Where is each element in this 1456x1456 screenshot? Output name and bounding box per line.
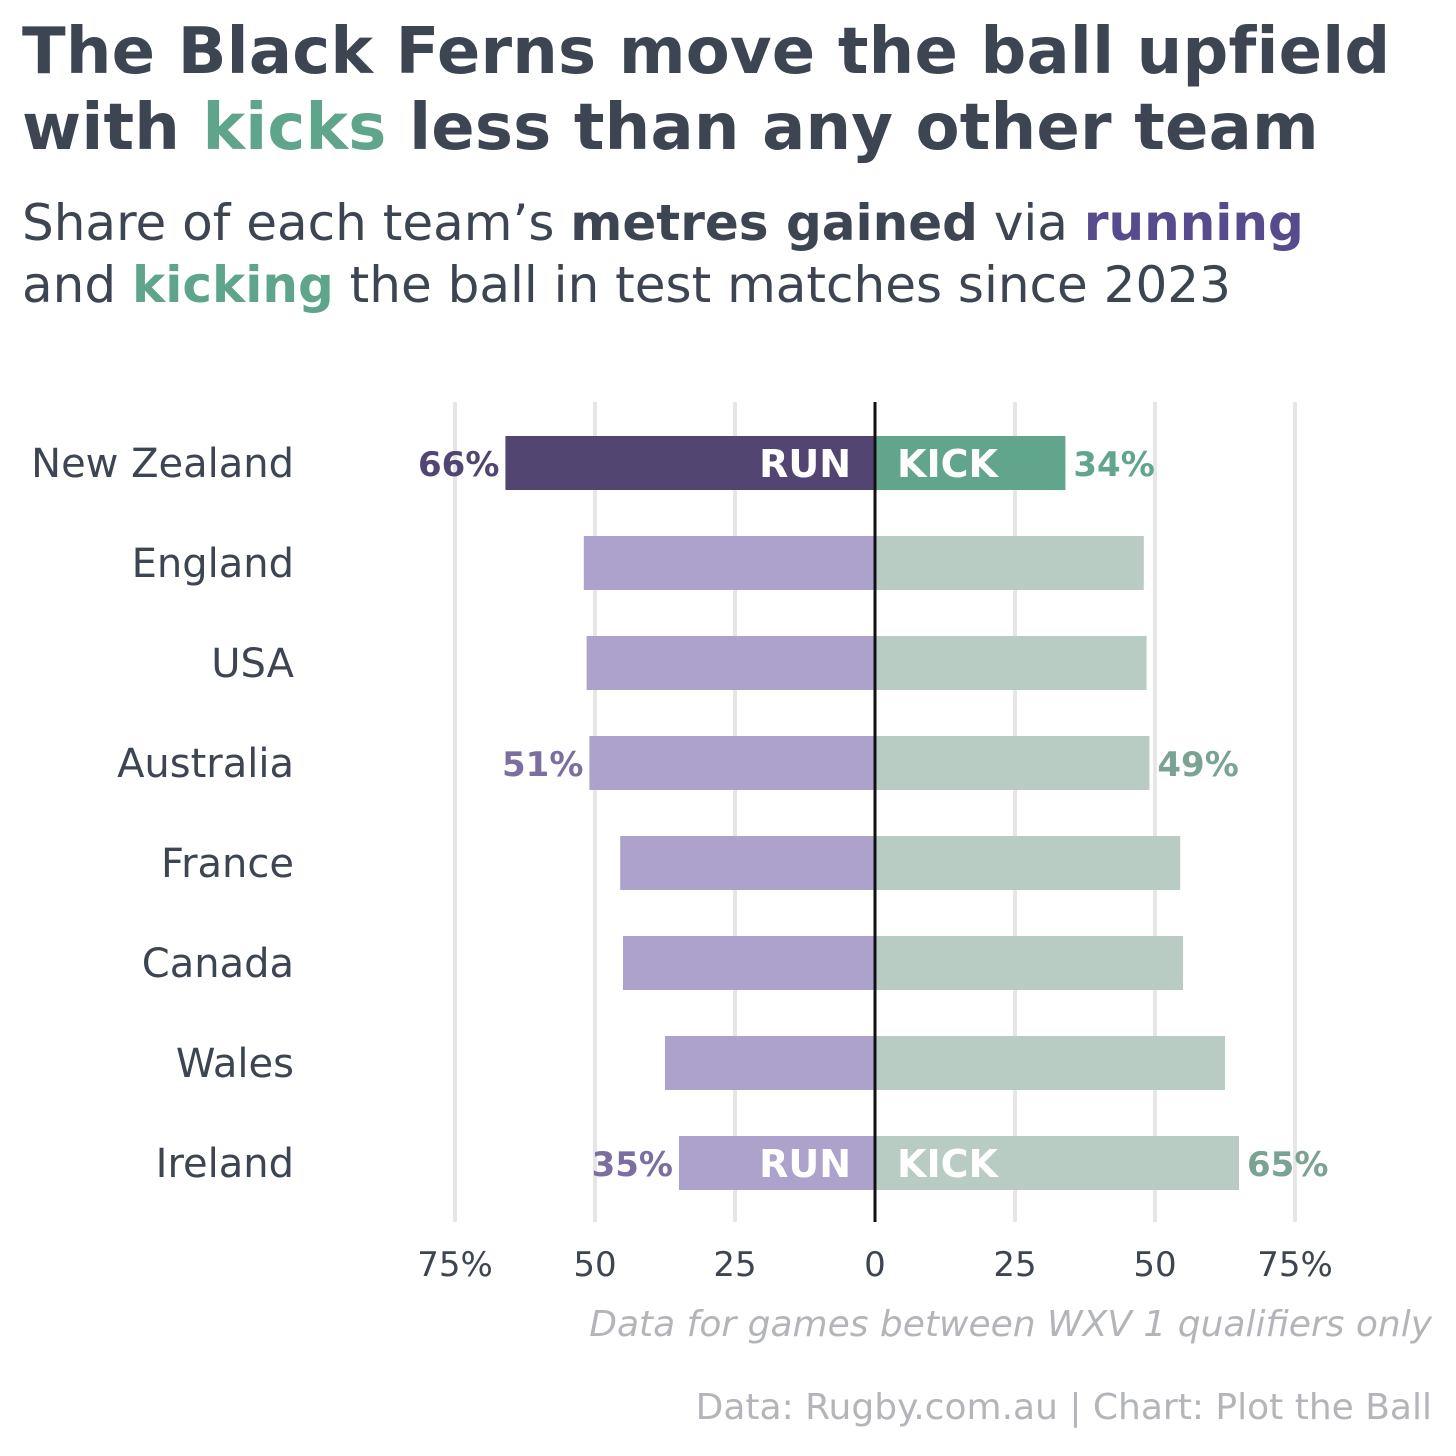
title-line-2-start: with xyxy=(22,91,203,165)
run-bar xyxy=(665,1036,875,1090)
run-inline-label: RUN xyxy=(759,1142,851,1186)
category-label: England xyxy=(132,541,294,587)
kick-inline-label: KICK xyxy=(897,1142,999,1186)
run-value-label: 35% xyxy=(592,1145,673,1185)
run-bar xyxy=(586,636,875,690)
subtitle-kicking-highlight: kicking xyxy=(131,256,334,314)
kick-value-label: 49% xyxy=(1157,745,1238,785)
run-bar xyxy=(583,536,875,590)
subtitle-part-5: and xyxy=(22,256,132,314)
x-tick-label: 75% xyxy=(1257,1245,1333,1285)
title-line-1: The Black Ferns move the ball upfield xyxy=(22,15,1391,89)
subtitle-part-3: via xyxy=(977,194,1084,252)
kick-bar xyxy=(875,936,1183,990)
x-tick-label: 50 xyxy=(573,1245,616,1285)
run-bar xyxy=(505,436,875,490)
kick-bar xyxy=(875,736,1150,790)
run-value-label: 66% xyxy=(418,445,499,485)
kick-bar xyxy=(875,836,1181,890)
category-label: France xyxy=(161,841,294,887)
run-inline-label: RUN xyxy=(759,442,851,486)
x-tick-label: 75% xyxy=(417,1245,493,1285)
kick-bar xyxy=(875,636,1147,690)
subtitle-part-7: the ball in test matches since 2023 xyxy=(333,256,1231,314)
subtitle-running-highlight: running xyxy=(1083,194,1304,252)
chart-subtitle: Share of each team’s metres gained via r… xyxy=(22,192,1442,316)
run-bar xyxy=(620,836,875,890)
kick-value-label: 34% xyxy=(1073,445,1154,485)
title-kicks-highlight: kicks xyxy=(202,91,387,165)
run-bar xyxy=(589,736,875,790)
kick-value-label: 65% xyxy=(1247,1145,1328,1185)
title-line-2-end: less than any other team xyxy=(386,91,1319,165)
kick-inline-label: KICK xyxy=(897,442,999,486)
x-tick-label: 50 xyxy=(1133,1245,1176,1285)
kick-bar xyxy=(875,436,1066,490)
x-tick-label: 0 xyxy=(864,1245,886,1285)
category-label: Australia xyxy=(117,741,294,787)
x-tick-label: 25 xyxy=(993,1245,1036,1285)
category-label: USA xyxy=(211,641,294,687)
chart-source: Data: Rugby.com.au | Chart: Plot the Bal… xyxy=(695,1387,1432,1428)
chart-title: The Black Ferns move the ball upfield wit… xyxy=(22,14,1442,166)
labels: 75% 50 25 0 25 50 75% New Zealand England USA Aust… xyxy=(31,441,1333,1285)
category-label: Canada xyxy=(142,941,294,987)
category-label: Ireland xyxy=(156,1141,294,1187)
run-bar xyxy=(679,1136,875,1190)
kick-bar xyxy=(875,1036,1225,1090)
kick-bar xyxy=(875,536,1144,590)
category-label: New Zealand xyxy=(31,441,294,487)
subtitle-metres-gained: metres gained xyxy=(570,194,978,252)
diverging-bar-chart: 75% 50 25 0 25 50 75% New Zealand England USA Aust… xyxy=(31,402,1333,1285)
kick-bar xyxy=(875,1136,1239,1190)
run-bar xyxy=(623,936,875,990)
run-value-label: 51% xyxy=(502,745,583,785)
category-label: Wales xyxy=(176,1041,294,1087)
subtitle-part-1: Share of each team’s xyxy=(22,194,571,252)
chart-note: Data for games between WXV 1 qualifiers … xyxy=(589,1304,1432,1345)
x-tick-label: 25 xyxy=(713,1245,756,1285)
bars xyxy=(505,402,1239,1222)
